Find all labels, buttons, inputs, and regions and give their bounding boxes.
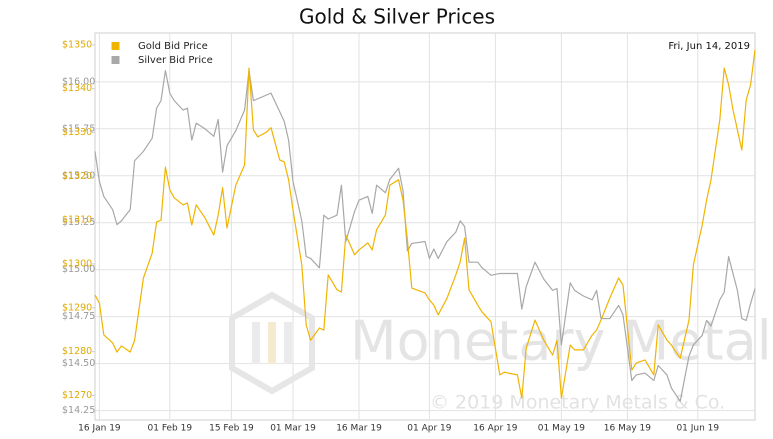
watermark-logo-bar: [284, 322, 292, 364]
watermark-copyright: © 2019 Monetary Metals & Co.: [430, 392, 725, 414]
y2-tick-label: $1290: [62, 302, 92, 313]
y2-tick-label: $1280: [62, 346, 92, 357]
x-tick-label: 01 May 19: [538, 424, 586, 434]
legend-swatch: [110, 55, 121, 65]
x-tick-label: 15 Feb 19: [209, 424, 254, 434]
y-tick-label: $14.75: [62, 311, 95, 322]
watermark-logo-bar: [268, 322, 276, 364]
y2-tick-label: $1330: [62, 127, 92, 138]
x-tick-label: 16 May 19: [604, 424, 652, 434]
y2-tick-label: $1350: [62, 39, 92, 50]
x-tick-label: 01 Mar 19: [270, 424, 316, 434]
x-tick-label: 16 Jan 19: [78, 424, 121, 434]
legend-label: Silver Bid Price: [138, 55, 213, 66]
legend-swatch: [110, 41, 121, 51]
watermark-logo: [229, 291, 315, 395]
y-tick-label: $14.50: [62, 358, 95, 369]
x-tick-label: 16 Mar 19: [336, 424, 382, 434]
series-line: [94, 69, 756, 402]
x-tick-label: 01 Feb 19: [148, 424, 193, 434]
y-tick-label: $15.75: [62, 123, 95, 134]
watermark: Monetary Metals © 2019 Monetary Metals &…: [229, 291, 773, 414]
y-tick-label: $16.00: [62, 76, 95, 87]
y2-tick-label: $1340: [62, 83, 92, 94]
y-tick-label: $15.00: [62, 264, 95, 275]
x-tick-label: 01 Apr 19: [407, 424, 451, 434]
x-tick-label: 01 Jun 19: [676, 424, 719, 434]
y2-tick-label: $1270: [62, 390, 92, 401]
y-tick-label: $14.25: [62, 405, 95, 416]
date-label: Fri, Jun 14, 2019: [668, 41, 750, 52]
legend-label: Gold Bid Price: [138, 41, 208, 52]
plot-area: [94, 32, 756, 421]
series-line: [94, 49, 756, 399]
y-tick-label: $15.50: [62, 170, 95, 181]
chart-title: Gold & Silver Prices: [299, 5, 495, 29]
y2-tick-label: $1320: [62, 171, 92, 182]
y-tick-label: $15.25: [62, 217, 95, 228]
watermark-logo-bar: [252, 322, 260, 364]
y2-tick-label: $1300: [62, 258, 92, 269]
y2-tick-label: $1310: [62, 215, 92, 226]
x-tick-label: 16 Apr 19: [473, 424, 517, 434]
